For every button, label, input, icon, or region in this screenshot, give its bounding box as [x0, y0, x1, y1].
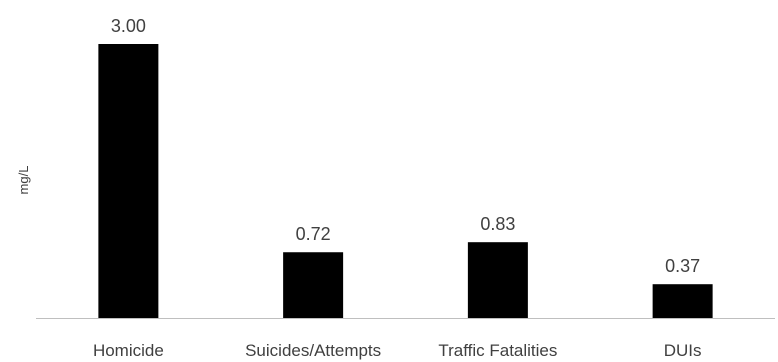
data-label: 0.83 — [480, 214, 515, 234]
bar-traffic-fatalities — [467, 242, 528, 318]
category-label: Traffic Fatalities — [438, 341, 557, 360]
bar-duis — [652, 284, 713, 318]
data-label: 0.72 — [296, 224, 331, 244]
category-label: Homicide — [93, 341, 164, 360]
category-label: Suicides/Attempts — [245, 341, 381, 360]
data-label: 3.00 — [111, 16, 146, 36]
data-label: 0.37 — [665, 256, 700, 276]
category-label: DUIs — [664, 341, 702, 360]
bar-suicides-attempts — [283, 252, 344, 318]
bar-homicide — [98, 44, 159, 318]
